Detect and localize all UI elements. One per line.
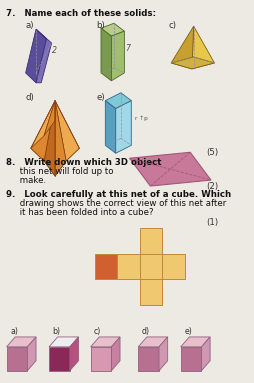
Text: (2): (2) [205, 182, 217, 191]
Text: c): c) [94, 327, 101, 336]
Polygon shape [31, 121, 79, 176]
Text: c): c) [168, 21, 176, 30]
Polygon shape [138, 347, 158, 371]
Polygon shape [44, 101, 55, 176]
Polygon shape [111, 337, 120, 371]
Text: d): d) [26, 93, 34, 102]
Bar [117, 254, 139, 279]
Bar [139, 228, 162, 254]
Text: it has been folded into a cube?: it has been folded into a cube? [6, 208, 153, 217]
Polygon shape [26, 29, 46, 83]
Polygon shape [31, 101, 55, 161]
Polygon shape [101, 23, 124, 36]
Text: make.: make. [6, 176, 46, 185]
Polygon shape [49, 347, 70, 371]
Text: b): b) [96, 21, 105, 30]
Polygon shape [49, 337, 78, 347]
Text: drawing shows the correct view of this net after: drawing shows the correct view of this n… [6, 199, 225, 208]
Polygon shape [158, 337, 167, 371]
Text: (1): (1) [205, 218, 217, 227]
Bar [162, 254, 184, 279]
Polygon shape [70, 337, 78, 371]
Text: 7.   Name each of these solids:: 7. Name each of these solids: [6, 9, 155, 18]
Polygon shape [90, 347, 111, 371]
Bar [139, 254, 162, 279]
Polygon shape [101, 28, 111, 81]
Bar [139, 279, 162, 305]
Text: (5): (5) [205, 148, 217, 157]
Text: a): a) [10, 327, 18, 336]
Polygon shape [138, 337, 167, 347]
Polygon shape [180, 337, 209, 347]
Text: this net will fold up to: this net will fold up to [6, 167, 113, 176]
Polygon shape [105, 101, 115, 153]
Polygon shape [90, 337, 120, 347]
Polygon shape [44, 101, 55, 136]
Polygon shape [55, 101, 79, 161]
Polygon shape [201, 337, 209, 371]
Text: e): e) [183, 327, 191, 336]
Text: d): d) [141, 327, 149, 336]
Polygon shape [55, 101, 66, 176]
Text: 9.   Look carefully at this net of a cube. Which: 9. Look carefully at this net of a cube.… [6, 190, 230, 199]
Polygon shape [170, 57, 214, 69]
Text: 7: 7 [125, 44, 130, 53]
Polygon shape [55, 101, 79, 148]
Polygon shape [31, 101, 55, 148]
Polygon shape [180, 347, 201, 371]
Text: b): b) [52, 327, 60, 336]
Text: r ↑p: r ↑p [134, 116, 147, 121]
Polygon shape [129, 152, 210, 186]
Polygon shape [105, 93, 131, 109]
Text: e): e) [96, 93, 105, 102]
Text: 2: 2 [51, 46, 56, 55]
Polygon shape [27, 337, 36, 371]
Text: 8.   Write down which 3D object: 8. Write down which 3D object [6, 158, 161, 167]
Polygon shape [55, 101, 66, 136]
Text: a): a) [26, 21, 34, 30]
Polygon shape [191, 26, 214, 69]
Polygon shape [115, 101, 131, 153]
Bar [94, 254, 117, 279]
Polygon shape [170, 26, 193, 69]
Polygon shape [111, 31, 124, 81]
Polygon shape [7, 337, 36, 347]
Polygon shape [36, 29, 51, 83]
Polygon shape [7, 347, 27, 371]
